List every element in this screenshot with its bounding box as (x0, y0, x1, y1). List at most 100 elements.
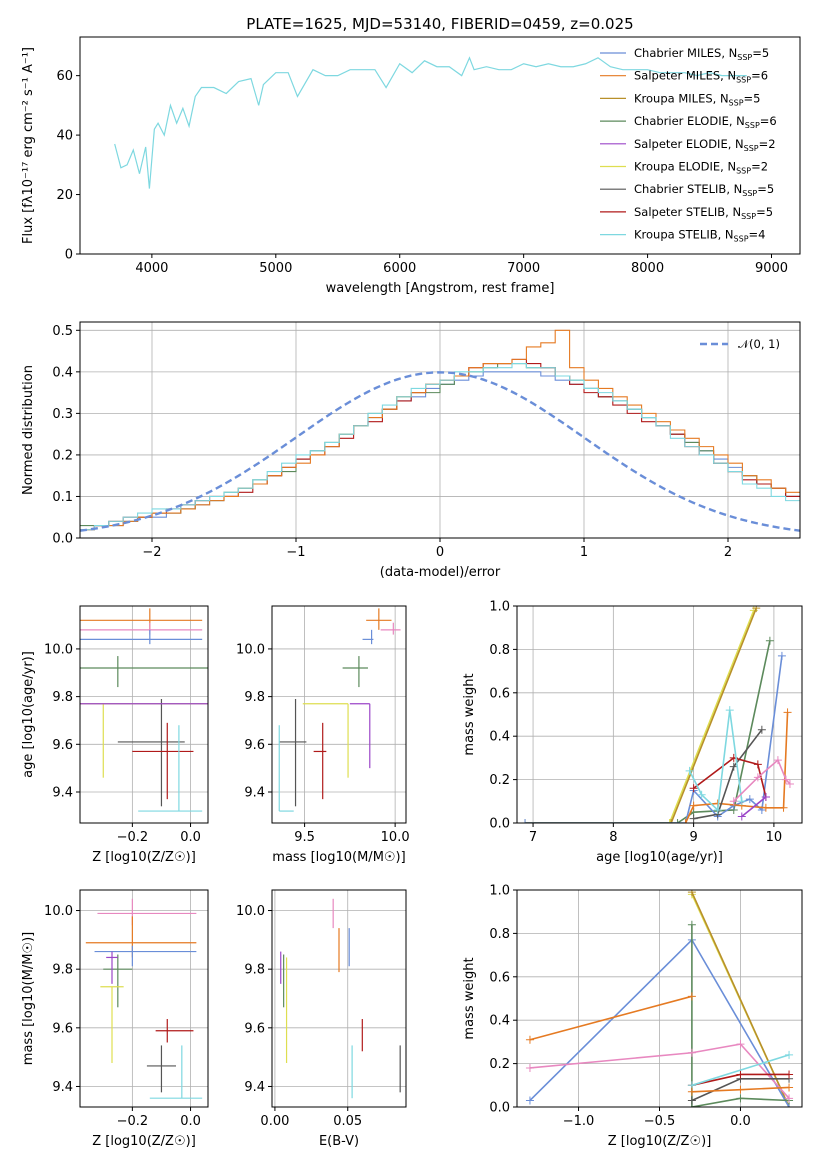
marker (689, 814, 698, 823)
marker (761, 792, 770, 801)
x-axis-label: Z [log10(Z/Z☉)] (608, 1134, 712, 1149)
marker (685, 766, 694, 775)
series-line-0 (114, 56, 747, 189)
marker (525, 1063, 534, 1072)
x-tick-label: −0.5 (644, 1114, 676, 1129)
y-tick-label: 0.4 (489, 730, 510, 745)
legend-tail: =5 (757, 182, 774, 196)
legend-label-0: Chabrier MILES, NSSP=5 (634, 46, 769, 62)
legend-subscript: SSP (736, 167, 751, 176)
series-line-6 (693, 757, 767, 798)
y-tick-label: 1.0 (489, 600, 510, 615)
x-tick-label: 0.00 (260, 1114, 289, 1129)
series-line-9 (741, 796, 767, 818)
y-tick-label: 20 (56, 188, 73, 203)
data-area (85, 898, 203, 1099)
x-tick-label: 0.0 (180, 1114, 201, 1129)
age_vs_Z-panel: −0.2 0.0 9.4 9.6 9.8 10.0 Z [log10(Z/Z☉)] age [… (21, 605, 209, 865)
x-axis-label: age [log10(age/yr)] (596, 850, 723, 865)
legend-tail: =5 (752, 46, 769, 60)
y-tick-label: 0 (65, 248, 73, 263)
y-tick-label: 9.8 (52, 690, 73, 705)
y-tick-label: 0.3 (52, 407, 73, 422)
marker (761, 803, 770, 812)
marker (785, 779, 794, 788)
x-tick-label: 8 (609, 830, 617, 845)
x-axis-label: Z [log10(Z/Z☉)] (92, 1134, 196, 1149)
marker (725, 706, 734, 715)
y-tick-label: 9.4 (244, 786, 265, 801)
y-tick-label: 10.0 (236, 904, 265, 919)
marker (687, 890, 696, 897)
legend-tail: =6 (751, 69, 768, 83)
histogram-4 (80, 362, 800, 531)
y-axis-label: mass [log10(M/M☉)] (21, 932, 36, 1065)
legend-subscript: SSP (741, 212, 756, 221)
series-line-8 (691, 1054, 790, 1087)
legend-tail: =5 (756, 205, 773, 219)
y-axis-label: Normed distribution (21, 365, 36, 495)
figure-title: PLATE=1625, MJD=53140, FIBERID=0459, z=0… (246, 15, 633, 33)
marker (737, 797, 746, 806)
x-tick-label: −1.0 (563, 1114, 595, 1129)
marker (687, 920, 696, 929)
x-axis-label: mass [log10(M/M☉)] (272, 850, 405, 865)
marker (681, 819, 690, 823)
legend-subscript: SSP (737, 53, 752, 62)
y-tick-label: 9.6 (244, 738, 265, 753)
y-tick-label: 0.2 (489, 1057, 510, 1072)
y-tick-label: 0.1 (52, 490, 73, 505)
marker (729, 797, 738, 806)
mass_vs_ebv-panel: 0.00 0.05 9.4 9.6 9.8 10.0 E(B-V) (236, 889, 407, 1149)
legend-label-3: Chabrier ELODIE, NSSP=6 (634, 114, 777, 130)
series-line-5 (693, 729, 763, 820)
y-tick-label: 10.0 (44, 642, 73, 657)
data-area (80, 608, 208, 812)
marker (777, 651, 786, 660)
x-tick-label: 8000 (631, 261, 664, 276)
marker (736, 1085, 745, 1094)
x-tick-label: 9.5 (294, 830, 315, 845)
y-tick-label: 9.6 (52, 1021, 73, 1036)
x-axis-label: E(B-V) (319, 1134, 359, 1149)
legend-subscript: SSP (744, 144, 759, 153)
spectrum-panel: 4000 5000 6000 7000 8000 9000 0 20 40 60 wavelengt… (21, 36, 801, 296)
x-tick-label: 7 (529, 830, 537, 845)
marker (687, 1048, 696, 1057)
marker (521, 819, 530, 823)
panels: 4000 5000 6000 7000 8000 90000204060wavelengt… (21, 36, 803, 1149)
marker (736, 1070, 745, 1079)
x-tick-label: 9000 (755, 261, 788, 276)
legend-subscript: SSP (736, 76, 751, 85)
marker (757, 725, 766, 734)
y-tick-label: 0.5 (52, 324, 73, 339)
series-line-3 (691, 924, 790, 1107)
legend-label-4: Salpeter ELODIE, NSSP=2 (634, 137, 776, 153)
legend-tail: =4 (749, 228, 766, 242)
legend-subscript: SSP (729, 98, 744, 107)
data-area (114, 56, 747, 189)
legend-label-8: Kroupa STELIB, NSSP=4 (634, 228, 765, 244)
y-tick-label: 0.4 (489, 1014, 510, 1029)
x-tick-label: 4000 (135, 261, 168, 276)
x-tick-label: 0 (436, 545, 444, 560)
marker (689, 784, 698, 793)
spectrum-frame (79, 36, 801, 255)
x-tick-label: −0.2 (117, 830, 149, 845)
marker (745, 795, 754, 804)
marker (785, 1050, 794, 1059)
marker (665, 819, 674, 823)
legend-tail: =6 (760, 114, 777, 128)
x-tick-label: −2 (142, 545, 161, 560)
data-area (525, 890, 794, 1107)
legend-subscript: SSP (734, 235, 749, 244)
residuals-panel: −2 −1 0 1 2 0.0 0.1 0.2 0.3 0.4 0.5 (data-model)/er… (21, 321, 801, 580)
marker (687, 1096, 696, 1105)
y-tick-label: 9.4 (52, 786, 73, 801)
legend-tail: =2 (751, 160, 768, 174)
x-tick-label: 6000 (383, 261, 416, 276)
x-axis-label: (data-model)/error (380, 565, 501, 580)
data-area (278, 608, 401, 812)
y-tick-label: 9.4 (244, 1080, 265, 1095)
marker (753, 773, 762, 782)
